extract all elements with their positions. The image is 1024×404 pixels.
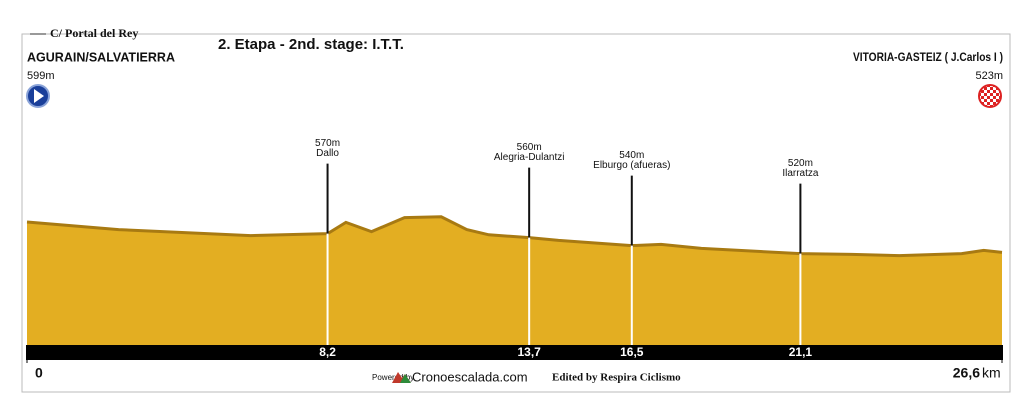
waypoint-name: Dallo bbox=[316, 148, 339, 159]
plot bbox=[26, 215, 1003, 345]
km-bar bbox=[26, 345, 1003, 360]
start-name: AGURAIN/SALVATIERRA bbox=[27, 49, 176, 64]
site-name: Cronoescalada.com bbox=[412, 369, 528, 384]
finish-altitude: 523m bbox=[975, 70, 1003, 82]
profile-area bbox=[27, 216, 1002, 345]
powered-by: Powered by bbox=[372, 373, 414, 382]
waypoint-altitude: 570m bbox=[315, 138, 340, 149]
waypoint-km: 21,1 bbox=[789, 345, 813, 359]
frame bbox=[21, 33, 1011, 393]
waypoint-km: 16,5 bbox=[620, 345, 644, 359]
waypoint-name: Ilarratza bbox=[782, 168, 819, 179]
start-altitude: 599m bbox=[27, 70, 55, 82]
waypoint-km: 13,7 bbox=[517, 345, 541, 359]
finish-icon bbox=[978, 84, 1002, 108]
waypoint-km: 8,2 bbox=[319, 345, 336, 359]
chart-title: 2. Etapa - 2nd. stage: I.T.T. bbox=[218, 36, 404, 53]
waypoint-altitude: 540m bbox=[619, 150, 644, 161]
waypoint-name: Elburgo (afueras) bbox=[593, 160, 670, 171]
waypoint-altitude: 520m bbox=[788, 158, 813, 169]
x-unit: km bbox=[982, 365, 1001, 381]
start-street: C/ Portal del Rey bbox=[50, 26, 138, 40]
profile-line bbox=[26, 215, 1003, 258]
x-tick-label: 0 bbox=[35, 365, 43, 381]
edited-by: Edited by Respira Ciclismo bbox=[552, 372, 681, 384]
start-icon-arrow bbox=[34, 89, 44, 103]
waypoint-name: Alegria-Dulantzi bbox=[494, 152, 565, 163]
x-tick-label: 26,6 bbox=[953, 365, 980, 381]
logo-peak bbox=[400, 374, 411, 383]
finish-name: VITORIA-GASTEIZ ( J.Carlos I ) bbox=[853, 50, 1003, 64]
waypoint-altitude: 560m bbox=[517, 142, 542, 153]
